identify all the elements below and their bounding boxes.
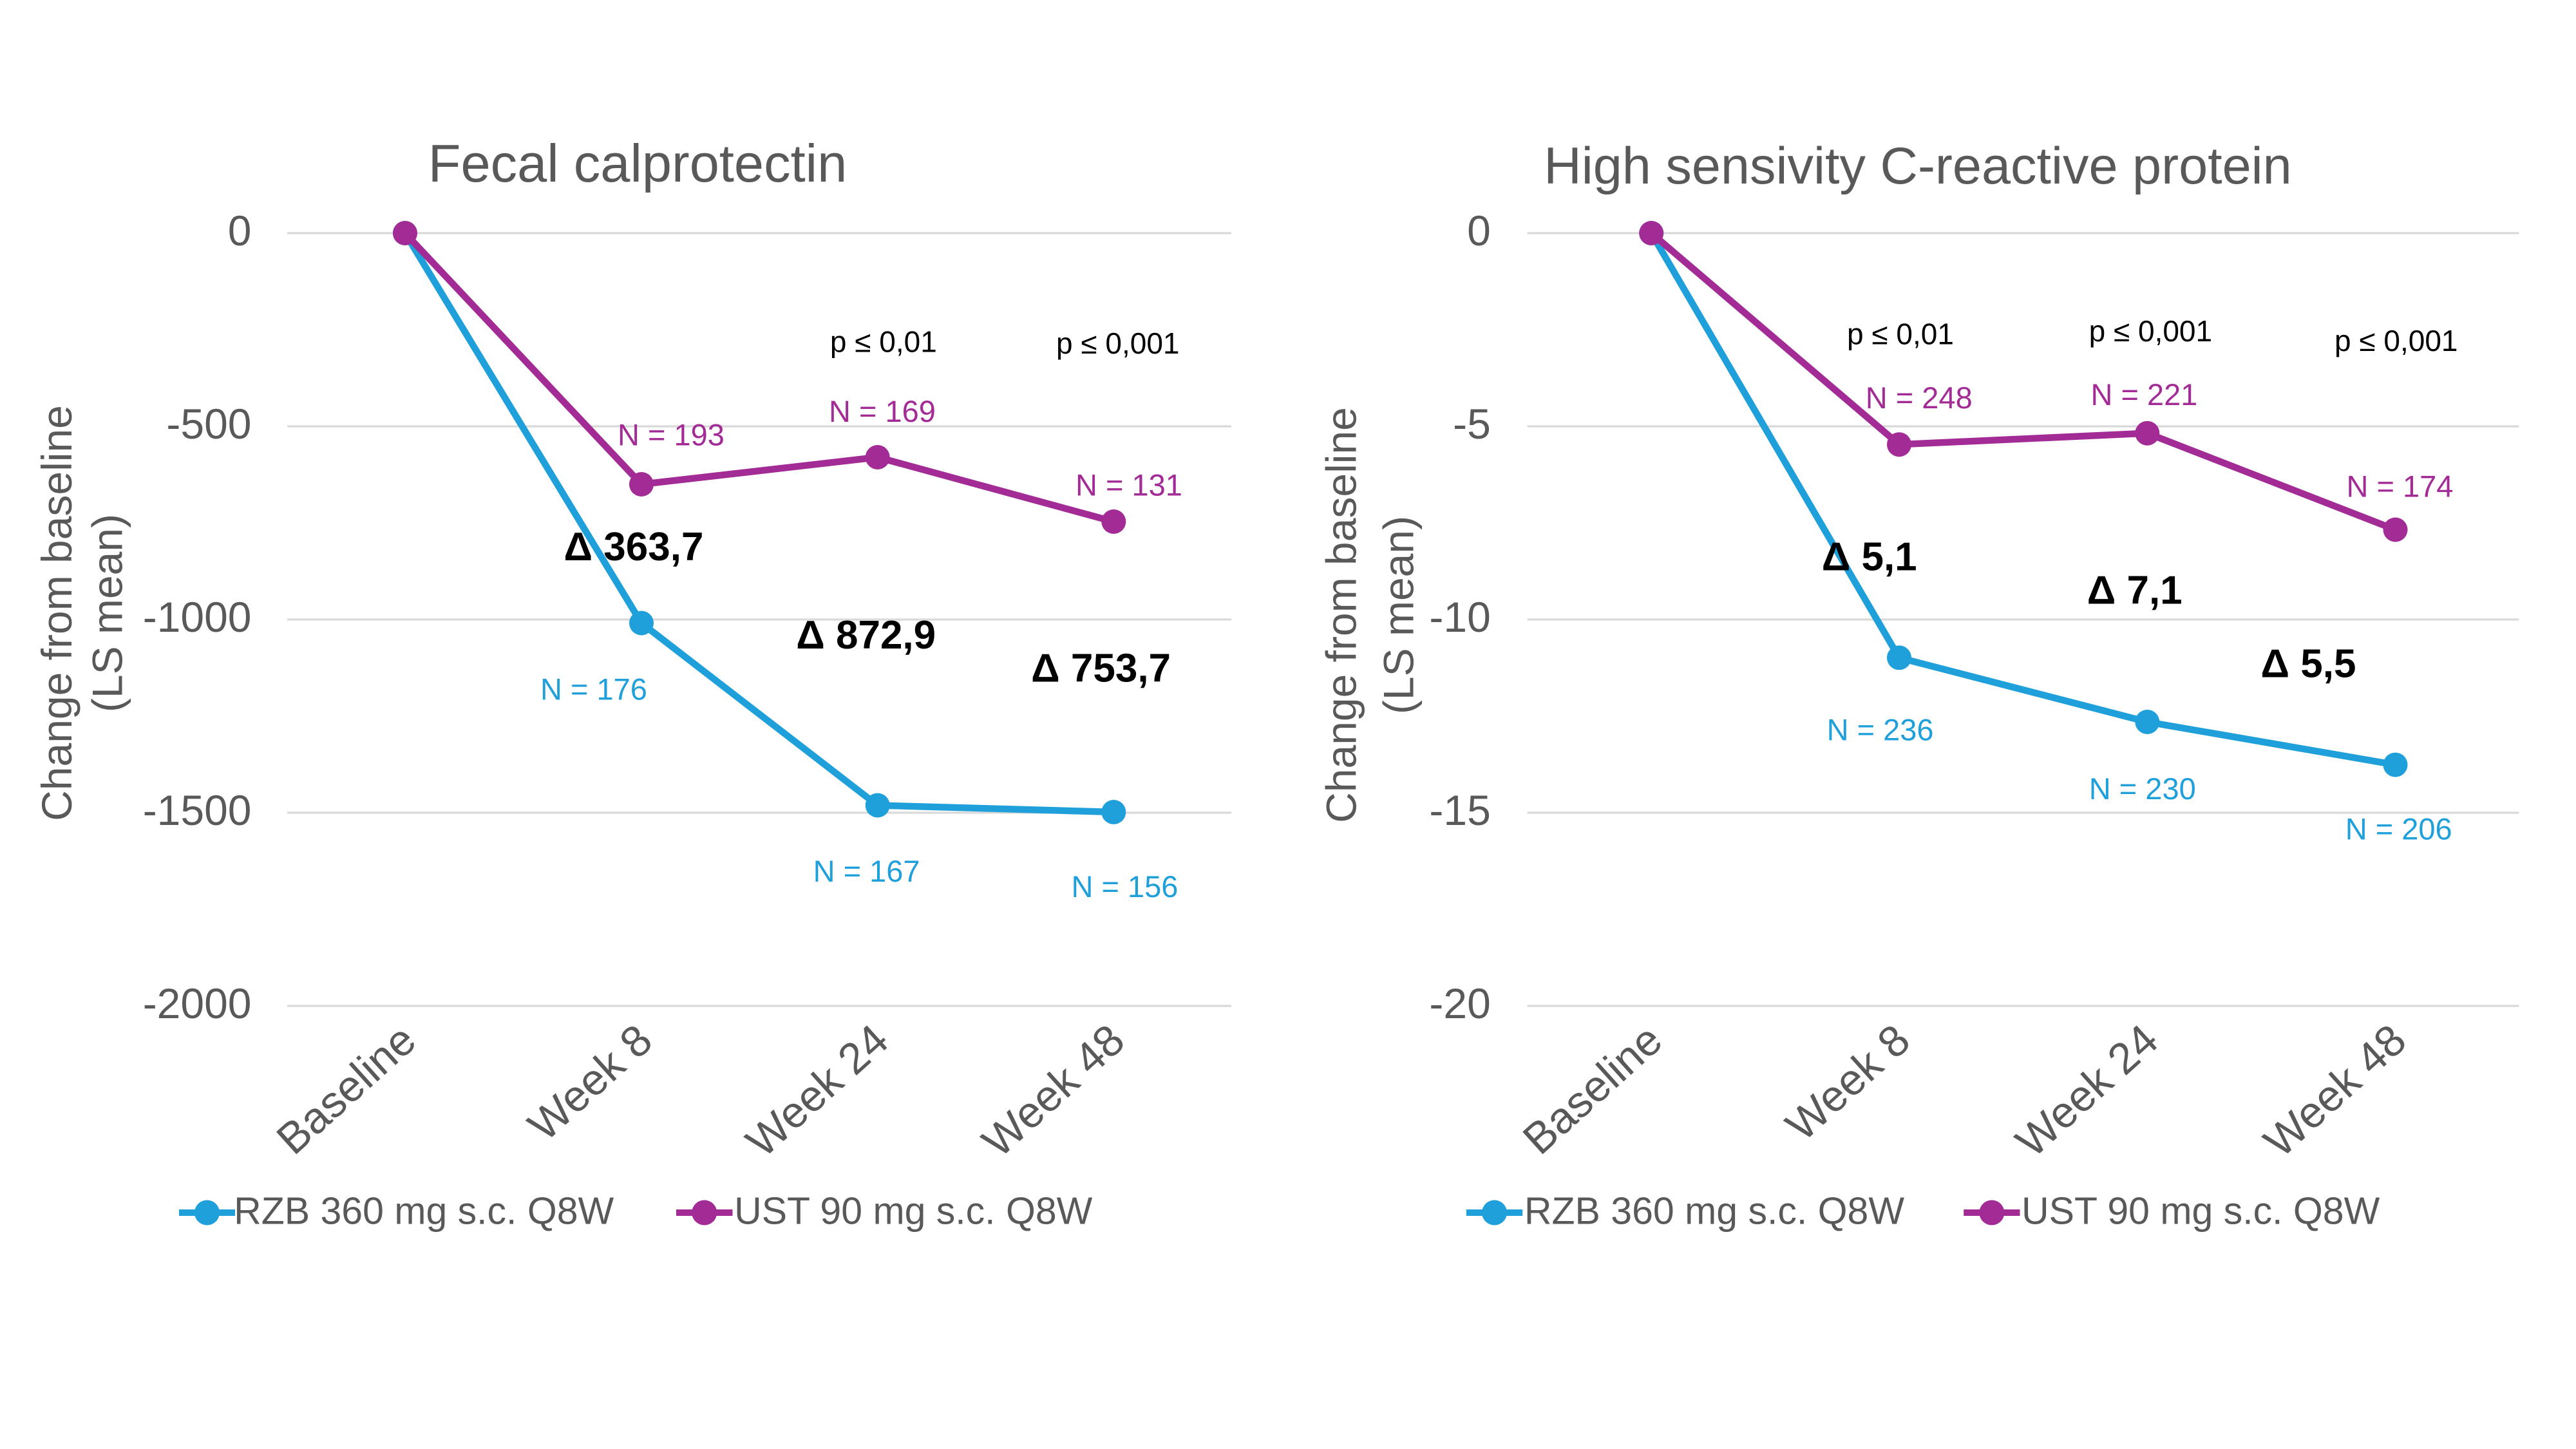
svg-text:-20: -20 xyxy=(1429,980,1490,1027)
svg-text:-15: -15 xyxy=(1429,786,1490,834)
svg-text:UST 90 mg s.c. Q8W: UST 90 mg s.c. Q8W xyxy=(2022,1190,2380,1233)
svg-text:(LS mean): (LS mean) xyxy=(1375,516,1423,714)
svg-text:-1500: -1500 xyxy=(143,786,252,834)
svg-text:RZB 360 mg s.c. Q8W: RZB 360 mg s.c. Q8W xyxy=(1524,1190,1904,1233)
svg-text:p ≤ 0,001: p ≤ 0,001 xyxy=(2089,314,2213,348)
svg-text:Δ 753,7: Δ 753,7 xyxy=(1031,647,1171,691)
svg-text:-1000: -1000 xyxy=(143,593,252,641)
svg-text:N = 156: N = 156 xyxy=(1072,869,1179,904)
svg-text:UST 90 mg s.c. Q8W: UST 90 mg s.c. Q8W xyxy=(734,1190,1093,1233)
svg-text:p ≤ 0,01: p ≤ 0,01 xyxy=(1847,317,1954,351)
svg-text:Δ 5,1: Δ 5,1 xyxy=(1822,535,1917,579)
svg-text:Δ 872,9: Δ 872,9 xyxy=(796,613,936,658)
svg-text:N = 236: N = 236 xyxy=(1827,713,1934,747)
svg-text:-500: -500 xyxy=(166,400,251,448)
svg-text:Δ 5,5: Δ 5,5 xyxy=(2261,642,2356,687)
svg-text:N = 193: N = 193 xyxy=(618,418,724,452)
svg-text:Δ 363,7: Δ 363,7 xyxy=(564,525,704,569)
svg-text:Change from baseline: Change from baseline xyxy=(1318,407,1365,823)
svg-text:N = 169: N = 169 xyxy=(829,394,936,428)
svg-text:N = 174: N = 174 xyxy=(2347,469,2454,503)
svg-text:N = 248: N = 248 xyxy=(1866,381,1973,415)
svg-text:-5: -5 xyxy=(1453,400,1491,448)
svg-text:Fecal calprotectin: Fecal calprotectin xyxy=(428,133,847,193)
svg-text:p ≤ 0,001: p ≤ 0,001 xyxy=(1056,327,1180,360)
svg-text:-10: -10 xyxy=(1429,593,1490,641)
svg-text:p ≤ 0,001: p ≤ 0,001 xyxy=(2334,324,2458,357)
svg-text:N = 176: N = 176 xyxy=(540,672,647,706)
svg-text:RZB 360 mg s.c. Q8W: RZB 360 mg s.c. Q8W xyxy=(234,1190,614,1233)
svg-text:N = 131: N = 131 xyxy=(1075,468,1182,502)
svg-text:0: 0 xyxy=(1467,207,1491,254)
svg-text:N = 206: N = 206 xyxy=(2345,811,2452,846)
svg-text:0: 0 xyxy=(228,207,252,254)
svg-text:Change from baseline: Change from baseline xyxy=(33,405,80,821)
svg-text:Δ 7,1: Δ 7,1 xyxy=(2087,568,2183,612)
svg-text:N = 221: N = 221 xyxy=(2091,377,2198,412)
svg-text:N = 167: N = 167 xyxy=(813,854,920,888)
svg-text:High sensivity C-reactive prot: High sensivity C-reactive protein xyxy=(1544,137,2291,195)
svg-text:N = 230: N = 230 xyxy=(2089,772,2196,806)
svg-text:(LS mean): (LS mean) xyxy=(84,514,131,712)
svg-text:p ≤ 0,01: p ≤ 0,01 xyxy=(830,325,937,359)
svg-text:-2000: -2000 xyxy=(143,980,252,1027)
